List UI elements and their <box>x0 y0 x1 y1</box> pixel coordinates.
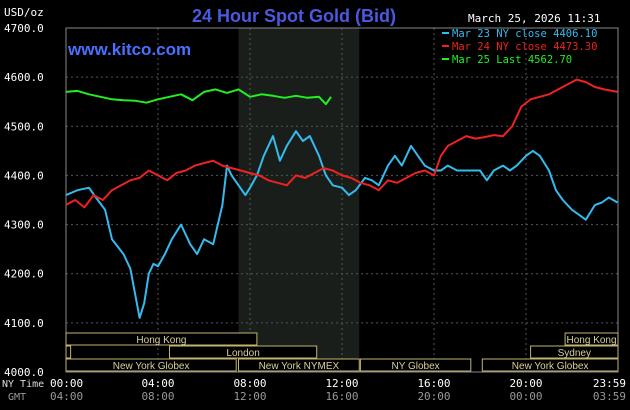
market-sessions: Hong Kong Hong Kong London Sydney New York G… <box>65 332 619 372</box>
x-tick-gmt: 16:00 <box>325 390 358 403</box>
x-tick-gmt: 12:00 <box>233 390 266 403</box>
market-session-label: London <box>226 348 259 359</box>
x-tick-ny: 23:59 <box>593 377 626 390</box>
legend-entry: Mar 25 Last 4562.70 <box>452 54 572 66</box>
y-tick-label: 4100.0 <box>4 317 44 330</box>
chart-title: 24 Hour Spot Gold (Bid) <box>192 6 396 26</box>
y-tick-label: 4600.0 <box>4 71 44 84</box>
session-shade-layer <box>238 28 360 372</box>
market-session-bar <box>65 358 237 372</box>
x-tick-gmt: 04:00 <box>50 390 83 403</box>
gmt-label: GMT <box>8 392 26 403</box>
x-tick-ny: 16:00 <box>417 377 450 390</box>
market-session-label: Hong Kong <box>136 335 186 346</box>
y-tick-label: 4000.0 <box>4 366 44 379</box>
x-tick-gmt: 00:00 <box>509 390 542 403</box>
datetime-label: March 25, 2026 11:31 <box>468 12 600 25</box>
market-session-label: New York Globex <box>113 361 190 372</box>
x-tick-ny: 08:00 <box>233 377 266 390</box>
series-line-mar-23 <box>65 130 618 319</box>
market-session-bar <box>530 345 619 359</box>
y-tick-label: 4400.0 <box>4 169 44 182</box>
x-tick-gmt: 20:00 <box>417 390 450 403</box>
x-tick-ny: 04:00 <box>141 377 174 390</box>
market-session-bar <box>238 358 360 372</box>
market-session-label: Hong Kong <box>567 335 617 346</box>
market-session-label: NY Globex <box>392 361 440 372</box>
market-session-label: New York NYMEX <box>259 361 340 372</box>
x-tick-labels: 00:0004:0004:0008:0008:0012:0012:0016:00… <box>50 377 626 403</box>
market-session-bar <box>65 345 72 359</box>
y-tick-label: 4200.0 <box>4 268 44 281</box>
market-session-label: New York Globex <box>512 361 589 372</box>
market-session-bar <box>564 332 619 346</box>
x-tick-gmt: 03:59 <box>593 390 626 403</box>
plot-frame <box>65 27 619 373</box>
y-tick-label: 4300.0 <box>4 219 44 232</box>
series-layer <box>65 78 618 319</box>
market-session-bar <box>65 332 258 346</box>
market-session-bar <box>481 358 619 372</box>
y-tick-label: 4500.0 <box>4 120 44 133</box>
ny-session-shade <box>238 28 360 372</box>
y-tick-labels: 4700.0 4600.0 4500.0 4400.0 4300.0 4200.0 4100… <box>4 22 44 379</box>
series-line-mar-25 <box>65 88 332 106</box>
market-session-bar <box>359 358 472 372</box>
legend-entry: Mar 24 NY close 4473.30 <box>452 41 597 53</box>
website-link[interactable]: www.kitco.com <box>67 40 191 59</box>
x-tick-gmt: 08:00 <box>141 390 174 403</box>
y-unit-label: USD/oz <box>4 6 44 19</box>
y-tick-label: 4700.0 <box>4 22 44 35</box>
x-tick-ny: 20:00 <box>509 377 542 390</box>
market-session-label: Sydney <box>558 348 591 359</box>
legend-entry: Mar 23 NY close 4406.10 <box>452 28 597 40</box>
ny-time-label: NY Time <box>2 379 44 390</box>
x-tick-ny: 00:00 <box>50 377 83 390</box>
series-line-mar-24 <box>65 78 618 209</box>
market-session-bar <box>169 345 318 359</box>
x-tick-ny: 12:00 <box>325 377 358 390</box>
